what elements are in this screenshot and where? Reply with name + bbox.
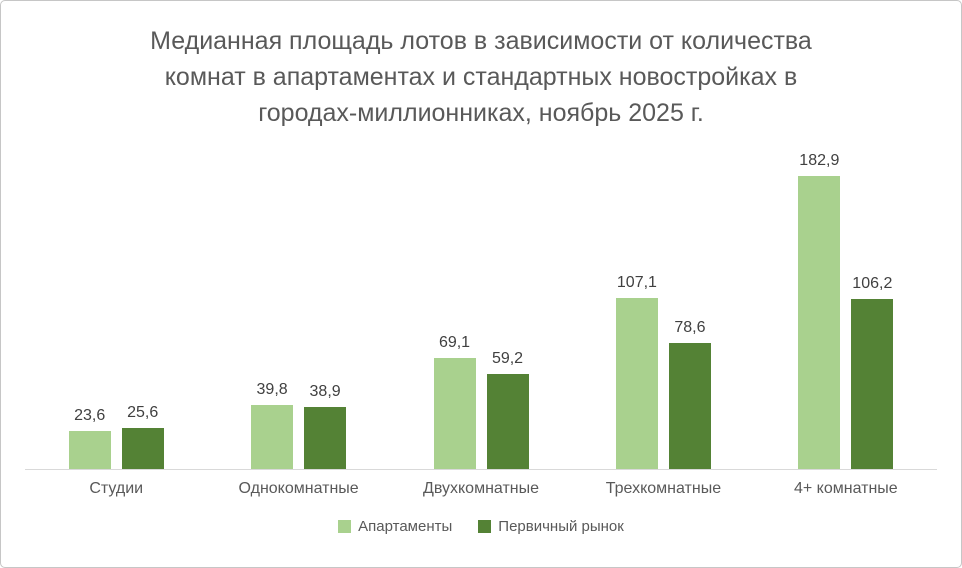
bar-with-label: 106,2 <box>851 274 894 469</box>
x-axis-label: Студии <box>89 480 144 497</box>
bar-with-label: 39,8 <box>251 380 294 469</box>
legend-label: Первичный рынок <box>498 518 624 535</box>
bar-apartments <box>615 298 658 469</box>
bar-value-label: 78,6 <box>674 319 706 336</box>
bar-apartments <box>251 405 294 469</box>
bar-value-label: 182,9 <box>799 152 840 169</box>
legend-label: Апартаменты <box>358 518 453 535</box>
bar-value-label: 39,8 <box>256 381 288 398</box>
bar-group: 182,9 106,2 <box>755 152 937 469</box>
bar-value-label: 25,6 <box>127 404 159 421</box>
bar-group: 69,1 59,2 <box>390 157 572 469</box>
bar-with-label: 69,1 <box>433 333 476 469</box>
plot-area: 23,6 25,6 39,8 38,9 69,1 59,2 107,1 78,6 182,9 10… <box>25 152 937 498</box>
bar-apartments <box>433 358 476 469</box>
bar-value-label: 106,2 <box>852 275 893 292</box>
bar-value-label: 107,1 <box>616 274 657 291</box>
bar-primary-market <box>304 407 347 469</box>
bar-primary-market <box>851 299 894 469</box>
x-axis-baseline <box>25 469 937 470</box>
chart-title: Медианная площадь лотов в зависимости от… <box>150 27 812 127</box>
bar-with-label: 59,2 <box>486 349 529 469</box>
bar-with-label: 25,6 <box>121 403 164 469</box>
bar-with-label: 38,9 <box>304 382 347 469</box>
x-axis-labels-row: Студии Однокомнатные Двухкомнатные Трехкомн… <box>25 480 937 498</box>
bar-primary-market <box>121 428 164 469</box>
bar-apartments <box>68 431 111 469</box>
bar-with-label: 182,9 <box>798 151 841 469</box>
bar-pair: 23,6 25,6 <box>68 403 164 469</box>
legend-swatch-icon <box>338 520 352 533</box>
bars-area: 23,6 25,6 39,8 38,9 69,1 59,2 107,1 78,6 182,9 10… <box>25 152 937 469</box>
x-axis-label: Трехкомнатные <box>605 480 722 497</box>
bar-pair: 182,9 106,2 <box>798 151 894 469</box>
bar-value-label: 38,9 <box>309 383 341 400</box>
chart-legend: Апартаменты Первичный рынок <box>1 518 961 535</box>
bar-value-label: 59,2 <box>491 350 524 367</box>
bar-value-label: 69,1 <box>438 334 471 351</box>
bar-group: 23,6 25,6 <box>25 157 207 469</box>
x-axis-label: Однокомнатные <box>238 480 359 497</box>
bar-pair: 69,1 59,2 <box>433 333 529 469</box>
bar-pair: 107,1 78,6 <box>615 273 711 469</box>
bar-with-label: 78,6 <box>668 318 711 469</box>
bar-pair: 39,8 38,9 <box>251 380 347 469</box>
bar-primary-market <box>668 343 711 469</box>
x-axis-label: 4+ комнатные <box>793 480 898 497</box>
bar-value-label: 23,6 <box>74 407 106 424</box>
bar-apartments <box>798 176 841 469</box>
bar-with-label: 107,1 <box>615 273 658 469</box>
legend-swatch-icon <box>478 520 492 533</box>
bar-primary-market <box>486 374 529 469</box>
x-axis-label: Двухкомнатные <box>423 480 540 497</box>
bar-with-label: 23,6 <box>68 406 111 469</box>
bar-group: 39,8 38,9 <box>207 157 389 469</box>
legend-item-primary-market: Первичный рынок <box>478 518 624 535</box>
legend-item-apartments: Апартаменты <box>338 518 452 535</box>
bar-group: 107,1 78,6 <box>572 157 754 469</box>
